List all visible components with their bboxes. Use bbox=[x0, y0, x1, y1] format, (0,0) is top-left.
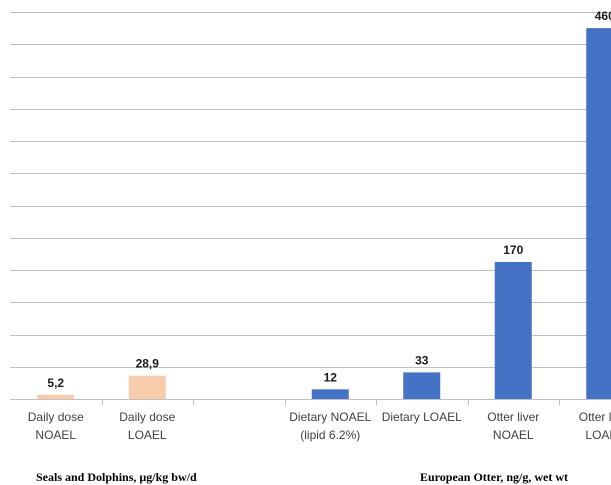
group-label-european-otter: European Otter, ng/g, wet wt bbox=[420, 470, 568, 484]
x-tick-label: NOAEL bbox=[35, 428, 76, 442]
data-labels: 5,2 28,9 12 33 170 460 bbox=[47, 9, 611, 390]
x-tick-label: Dietary LOAEL bbox=[382, 410, 462, 424]
gridlines bbox=[10, 12, 611, 405]
x-tick-label: Otter liver bbox=[487, 410, 539, 424]
data-label: 460 bbox=[595, 9, 611, 23]
x-tick-label: (lipid 6.2%) bbox=[300, 428, 360, 442]
x-tick-labels: Daily dose NOAEL Daily dose LOAEL Dietary NO… bbox=[28, 410, 611, 442]
x-tick-label: Daily dose bbox=[119, 410, 175, 424]
x-tick-label: NOAEL bbox=[493, 428, 534, 442]
data-label: 33 bbox=[415, 353, 429, 367]
bar bbox=[128, 375, 166, 399]
bar bbox=[586, 28, 611, 399]
x-tick-label: Otter liver bbox=[579, 410, 611, 424]
data-label: 170 bbox=[503, 243, 523, 257]
bars bbox=[37, 28, 611, 399]
bar bbox=[403, 372, 441, 399]
data-label: 28,9 bbox=[136, 357, 160, 371]
x-tick-label: Daily dose bbox=[28, 410, 84, 424]
x-tick-label: LOAEL bbox=[128, 428, 167, 442]
bar bbox=[494, 261, 532, 399]
data-label: 12 bbox=[324, 370, 338, 384]
bar bbox=[37, 394, 75, 399]
data-label: 5,2 bbox=[47, 376, 64, 390]
bar bbox=[311, 389, 349, 399]
x-tick-label: Dietary NOAEL bbox=[289, 410, 371, 424]
x-tick-label: LOAEL bbox=[585, 428, 611, 442]
group-label-seals-dolphins: Seals and Dolphins, µg/kg bw/d bbox=[36, 470, 197, 484]
